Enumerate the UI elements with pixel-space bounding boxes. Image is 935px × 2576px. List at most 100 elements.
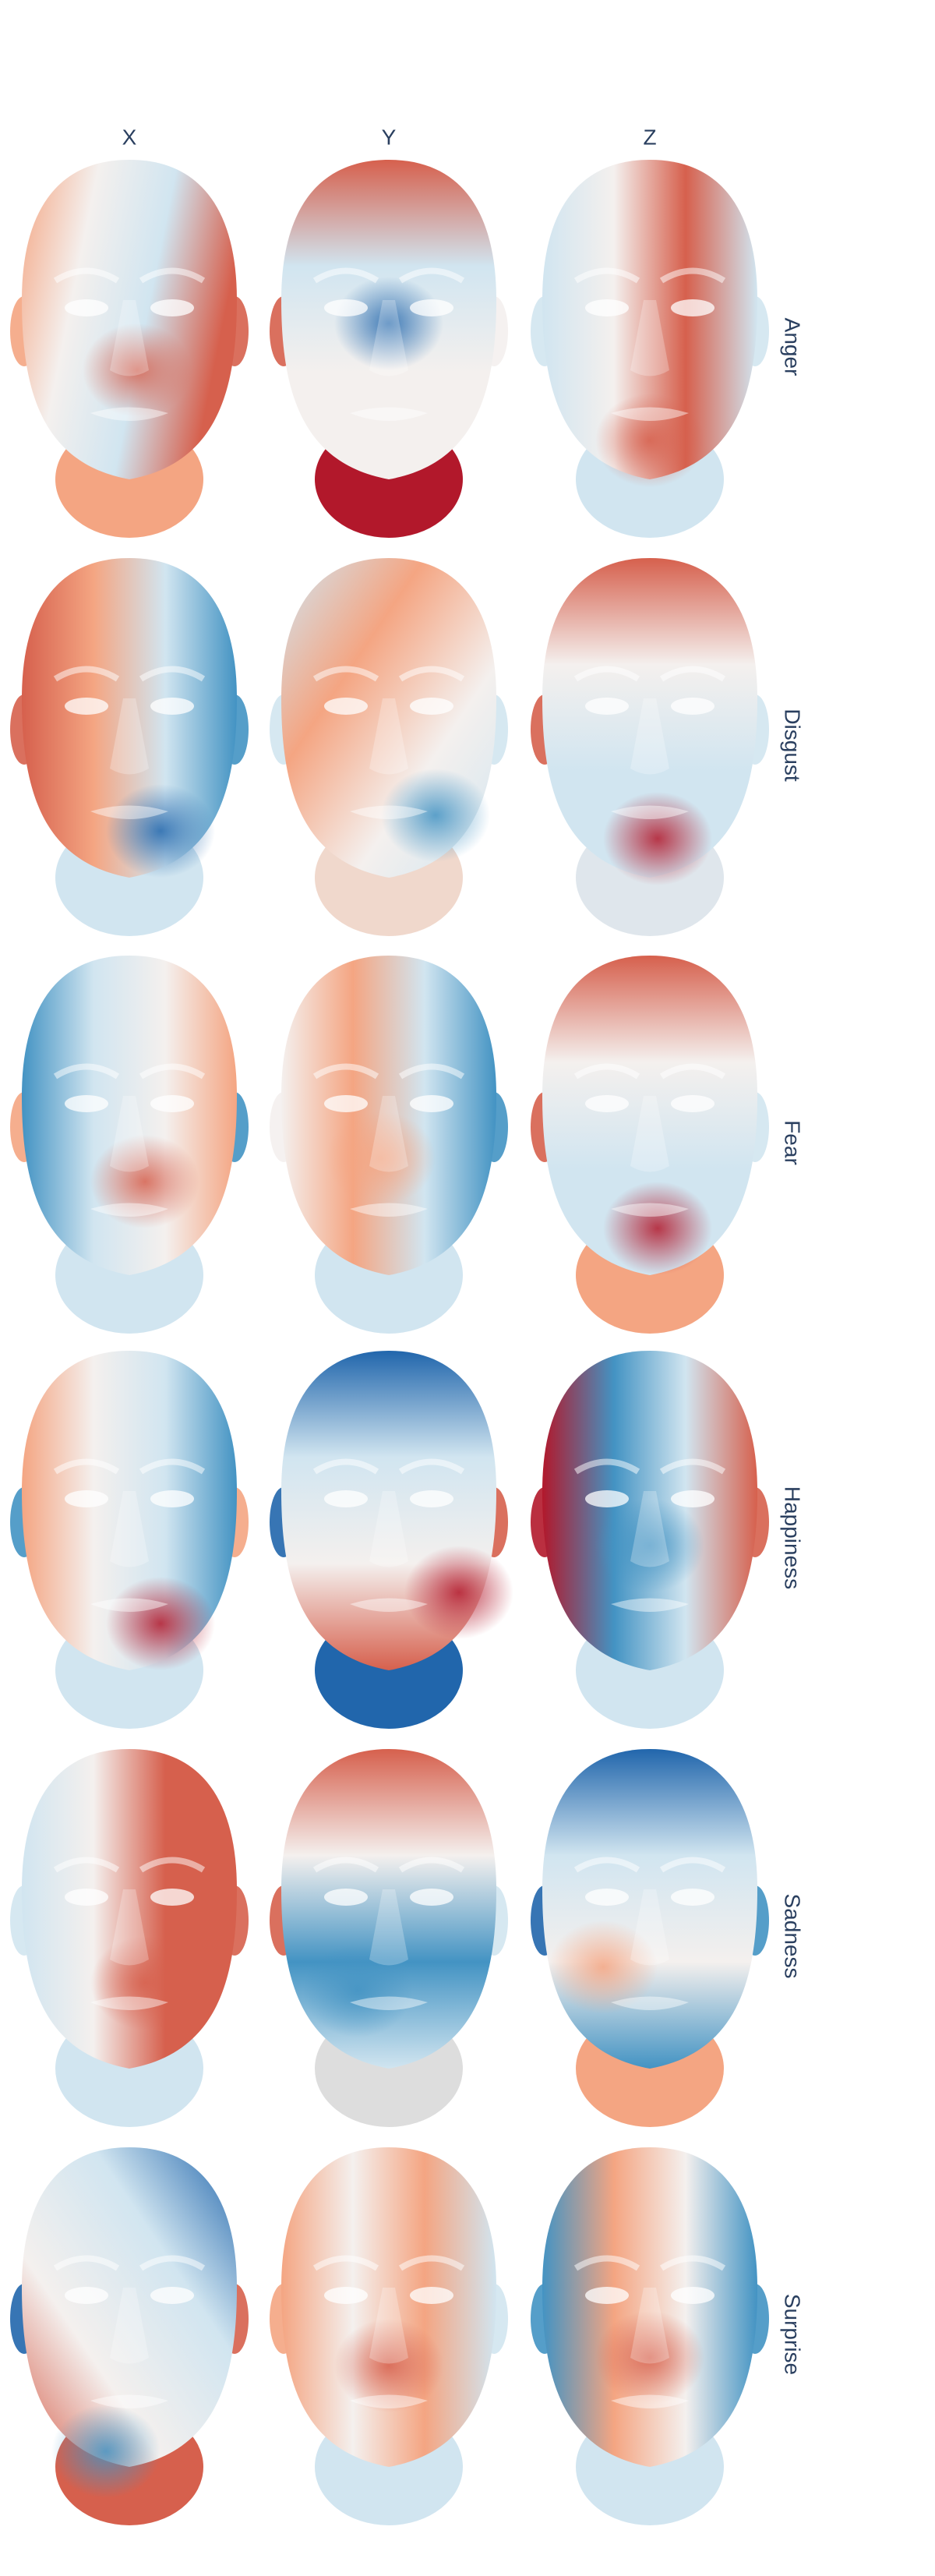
brow bbox=[312, 1857, 465, 1873]
highlight bbox=[83, 323, 192, 417]
nose bbox=[110, 1491, 149, 1567]
mouth bbox=[90, 1598, 168, 1612]
highlight bbox=[334, 2319, 443, 2412]
face-render bbox=[531, 558, 769, 936]
face-render bbox=[270, 1351, 513, 1729]
brow bbox=[312, 1063, 465, 1080]
highlight bbox=[603, 1182, 712, 1275]
highlight bbox=[326, 1111, 436, 1205]
eye bbox=[150, 299, 194, 316]
brow bbox=[573, 267, 726, 284]
brow bbox=[312, 267, 465, 284]
head bbox=[281, 2147, 496, 2467]
brow bbox=[312, 1458, 465, 1475]
column-title: Z bbox=[643, 125, 656, 149]
brow bbox=[312, 2255, 465, 2271]
eye bbox=[410, 1889, 453, 1906]
nose bbox=[630, 1491, 669, 1567]
highlight bbox=[595, 2311, 704, 2405]
mouth bbox=[90, 1996, 168, 2010]
head bbox=[542, 2147, 757, 2467]
eye bbox=[410, 1095, 453, 1112]
face-render bbox=[531, 160, 769, 538]
column-title: Y bbox=[382, 125, 397, 149]
highlight bbox=[381, 769, 490, 862]
eye bbox=[585, 299, 629, 316]
row-title: Fear bbox=[781, 1120, 805, 1165]
highlight bbox=[303, 1944, 412, 2037]
eye bbox=[65, 698, 108, 715]
eye bbox=[585, 1095, 629, 1112]
nose bbox=[110, 1096, 149, 1172]
highlight bbox=[90, 1135, 199, 1228]
face-render bbox=[10, 1749, 249, 2127]
head bbox=[542, 558, 757, 878]
brow bbox=[573, 666, 726, 682]
row-title: Disgust bbox=[781, 708, 805, 782]
nose bbox=[369, 1096, 408, 1172]
row-title: Anger bbox=[781, 318, 805, 376]
eye bbox=[585, 698, 629, 715]
column-title: X bbox=[122, 125, 137, 149]
nose bbox=[630, 300, 669, 376]
face-render bbox=[270, 2147, 508, 2525]
eye bbox=[324, 1490, 368, 1507]
highlight bbox=[595, 394, 704, 487]
highlight bbox=[106, 784, 215, 878]
face-render bbox=[531, 1749, 769, 2127]
eye bbox=[585, 1889, 629, 1906]
eye bbox=[410, 2287, 453, 2304]
brow bbox=[573, 1063, 726, 1080]
nose bbox=[110, 2288, 149, 2364]
nose bbox=[369, 698, 408, 775]
head bbox=[22, 160, 237, 479]
nose bbox=[369, 1889, 408, 1966]
mouth bbox=[611, 1203, 689, 1217]
mouth bbox=[90, 407, 168, 421]
head bbox=[542, 956, 757, 1275]
nose bbox=[630, 2288, 669, 2364]
nose bbox=[110, 1889, 149, 1966]
brow bbox=[53, 1063, 206, 1080]
mouth bbox=[90, 2394, 168, 2408]
face-render bbox=[10, 160, 249, 538]
eye bbox=[150, 1095, 194, 1112]
eye bbox=[410, 1490, 453, 1507]
eye bbox=[150, 1889, 194, 1906]
brow bbox=[53, 1857, 206, 1873]
eye bbox=[671, 698, 714, 715]
face-render bbox=[270, 1749, 508, 2127]
highlight bbox=[603, 792, 712, 885]
mouth bbox=[611, 805, 689, 819]
eye bbox=[324, 299, 368, 316]
eye bbox=[65, 1095, 108, 1112]
eye bbox=[671, 1889, 714, 1906]
mouth bbox=[350, 2394, 428, 2408]
face-render bbox=[10, 558, 249, 936]
eye bbox=[324, 1095, 368, 1112]
mouth bbox=[350, 1203, 428, 1217]
brow bbox=[53, 1458, 206, 1475]
eye bbox=[324, 2287, 368, 2304]
mouth bbox=[611, 407, 689, 421]
row-title: Sadness bbox=[781, 1894, 805, 1979]
eye bbox=[324, 698, 368, 715]
brow bbox=[53, 2255, 206, 2271]
mouth bbox=[611, 2394, 689, 2408]
nose bbox=[630, 1096, 669, 1172]
face-render bbox=[270, 558, 508, 936]
highlight bbox=[51, 2405, 161, 2498]
eye bbox=[671, 1490, 714, 1507]
mouth bbox=[350, 1598, 428, 1612]
highlight bbox=[404, 1546, 513, 1639]
highlight bbox=[106, 1577, 215, 1670]
nose bbox=[110, 698, 149, 775]
eye bbox=[150, 2287, 194, 2304]
mouth bbox=[350, 1996, 428, 2010]
eye bbox=[410, 698, 453, 715]
eye bbox=[65, 1889, 108, 1906]
eye bbox=[324, 1889, 368, 1906]
brow bbox=[53, 666, 206, 682]
